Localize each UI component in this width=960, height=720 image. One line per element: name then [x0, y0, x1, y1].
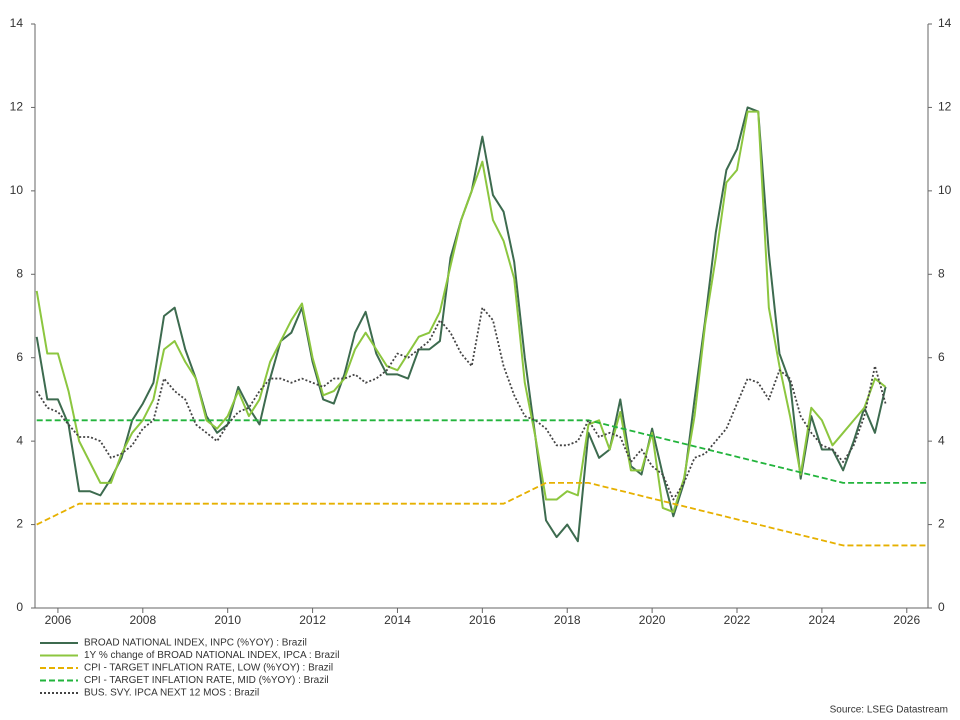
x-tick-label: 2008	[129, 613, 156, 627]
x-tick-label: 2024	[809, 613, 836, 627]
y-tick-label: 0	[16, 600, 23, 614]
legend-label: CPI - TARGET INFLATION RATE, LOW (%YOY) …	[84, 663, 333, 674]
x-tick-label: 2014	[384, 613, 411, 627]
legend-label: CPI - TARGET INFLATION RATE, MID (%YOY) …	[84, 675, 329, 686]
y2-tick-label: 8	[938, 266, 945, 280]
y-tick-label: 12	[10, 100, 24, 114]
x-tick-label: 2016	[469, 613, 496, 627]
series-line	[35, 106, 887, 543]
x-tick-label: 2006	[45, 613, 72, 627]
x-tick-label: 2020	[639, 613, 666, 627]
x-tick-label: 2026	[893, 613, 920, 627]
y2-tick-label: 6	[938, 350, 945, 364]
y-tick-label: 10	[10, 183, 24, 197]
x-tick-label: 2012	[299, 613, 326, 627]
legend-label: BROAD NATIONAL INDEX, INPC (%YOY) : Braz…	[84, 638, 307, 649]
y2-tick-label: 0	[938, 600, 945, 614]
y2-tick-label: 2	[938, 517, 945, 531]
x-tick-label: 2010	[214, 613, 241, 627]
x-tick-label: 2018	[554, 613, 581, 627]
legend-label: 1Y % change of BROAD NATIONAL INDEX, IPC…	[84, 650, 339, 661]
y-tick-label: 4	[16, 433, 23, 447]
series-line	[36, 481, 928, 547]
source-note: Source: LSEG Datastream	[830, 705, 948, 716]
x-tick-label: 2022	[724, 613, 751, 627]
y2-tick-label: 14	[938, 16, 952, 30]
legend-label: BUS. SVY. IPCA NEXT 12 MOS : Brazil	[84, 688, 259, 699]
y2-tick-label: 12	[938, 100, 952, 114]
y-tick-label: 2	[16, 517, 23, 531]
series-line	[35, 306, 887, 501]
y2-tick-label: 10	[938, 183, 952, 197]
series-line	[36, 419, 928, 484]
y2-tick-label: 4	[938, 433, 945, 447]
y-tick-label: 6	[16, 350, 23, 364]
y-tick-label: 8	[16, 266, 23, 280]
y-tick-label: 14	[10, 16, 24, 30]
series-line	[35, 110, 887, 514]
